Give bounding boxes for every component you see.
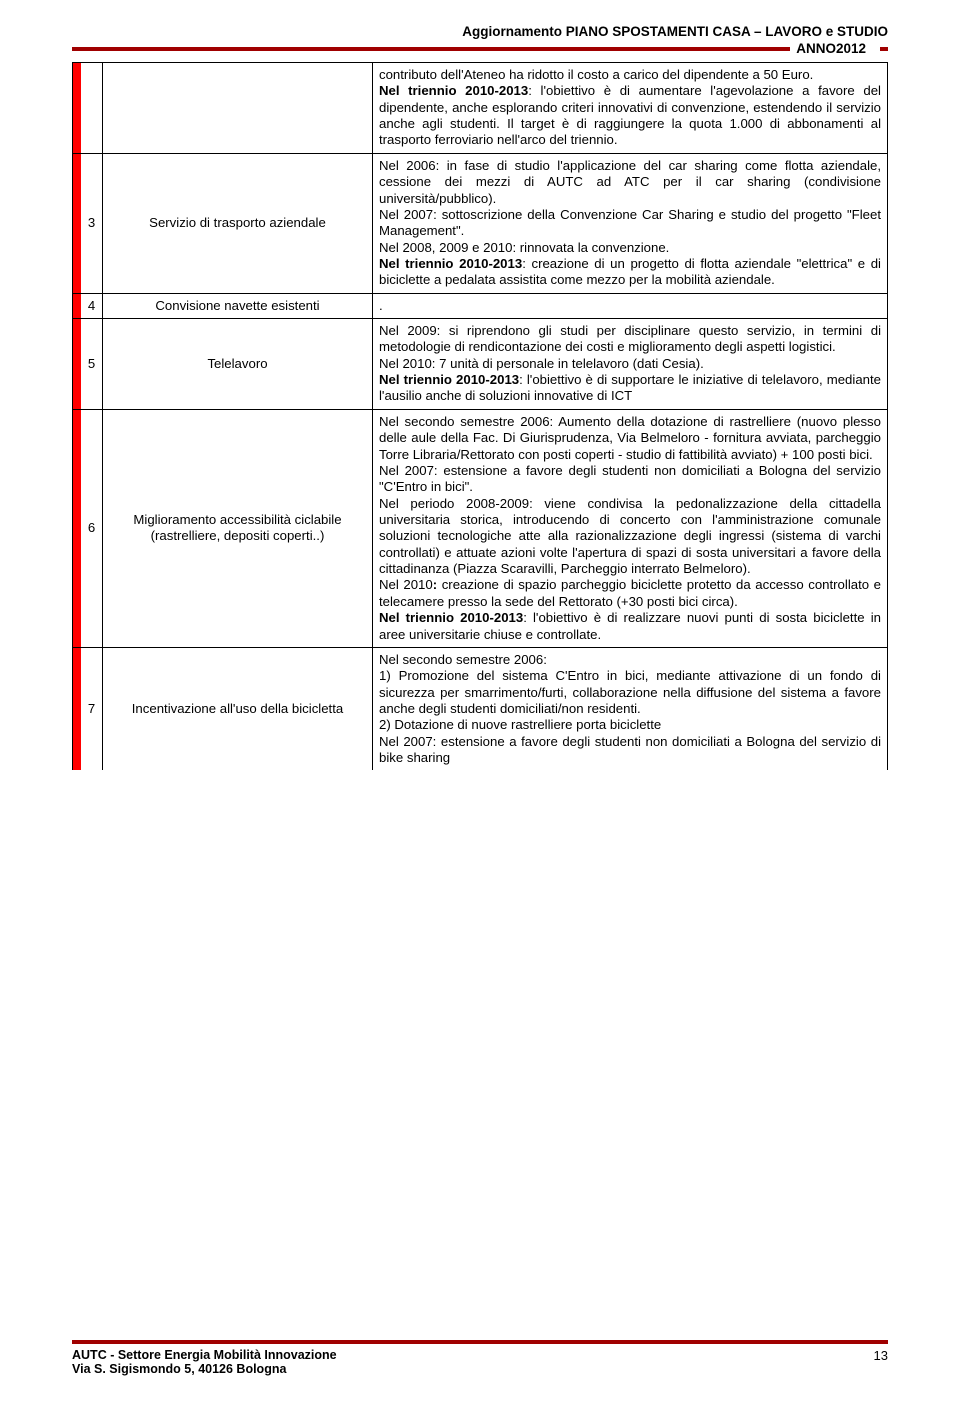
footer-rule <box>72 1340 888 1344</box>
row-title-cell: Convisione navette esistenti <box>103 293 373 318</box>
table-row: 5TelelavoroNel 2009: si riprendono gli s… <box>73 319 888 410</box>
row-num-cell: 7 <box>73 647 103 770</box>
footer-org-addr: Via S. Sigismondo 5, 40126 Bologna <box>72 1362 337 1376</box>
row-title-cell: Miglioramento accessibilità ciclabile (r… <box>103 409 373 647</box>
page-number: 13 <box>874 1348 888 1363</box>
row-title-cell: Incentivazione all'uso della bicicletta <box>103 647 373 770</box>
table-row: 4Convisione navette esistenti. <box>73 293 888 318</box>
row-title-cell: Telelavoro <box>103 319 373 410</box>
footer-org: AUTC - Settore Energia Mobilità Innovazi… <box>72 1348 337 1376</box>
content-table: contributo dell'Ateneo ha ridotto il cos… <box>72 62 888 770</box>
page-header: Aggiornamento PIANO SPOSTAMENTI CASA – L… <box>72 24 888 56</box>
row-desc-cell: Nel secondo semestre 2006: Aumento della… <box>373 409 888 647</box>
row-num-cell: 5 <box>73 319 103 410</box>
header-rule: ANNO2012 <box>72 41 888 56</box>
row-num-cell: 4 <box>73 293 103 318</box>
row-title-cell: Servizio di trasporto aziendale <box>103 153 373 293</box>
page: Aggiornamento PIANO SPOSTAMENTI CASA – L… <box>0 0 960 1404</box>
row-desc-cell: contributo dell'Ateneo ha ridotto il cos… <box>373 63 888 154</box>
table-row: contributo dell'Ateneo ha ridotto il cos… <box>73 63 888 154</box>
row-desc-cell: . <box>373 293 888 318</box>
row-desc-cell: Nel secondo semestre 2006:1) Promozione … <box>373 647 888 770</box>
table-row: 7Incentivazione all'uso della bicicletta… <box>73 647 888 770</box>
row-num-cell: 3 <box>73 153 103 293</box>
header-rule-end <box>880 47 888 51</box>
footer-org-name: AUTC - Settore Energia Mobilità Innovazi… <box>72 1348 337 1362</box>
row-num-cell: 6 <box>73 409 103 647</box>
row-desc-cell: Nel 2006: in fase di studio l'applicazio… <box>373 153 888 293</box>
row-title-cell <box>103 63 373 154</box>
table-row: 3Servizio di trasporto aziendaleNel 2006… <box>73 153 888 293</box>
row-desc-cell: Nel 2009: si riprendono gli studi per di… <box>373 319 888 410</box>
row-num-cell <box>73 63 103 154</box>
header-title: Aggiornamento PIANO SPOSTAMENTI CASA – L… <box>72 24 888 39</box>
header-rule-bar <box>72 47 790 51</box>
page-footer: AUTC - Settore Energia Mobilità Innovazi… <box>72 1340 888 1376</box>
table-row: 6Miglioramento accessibilità ciclabile (… <box>73 409 888 647</box>
header-year: ANNO2012 <box>796 41 874 56</box>
